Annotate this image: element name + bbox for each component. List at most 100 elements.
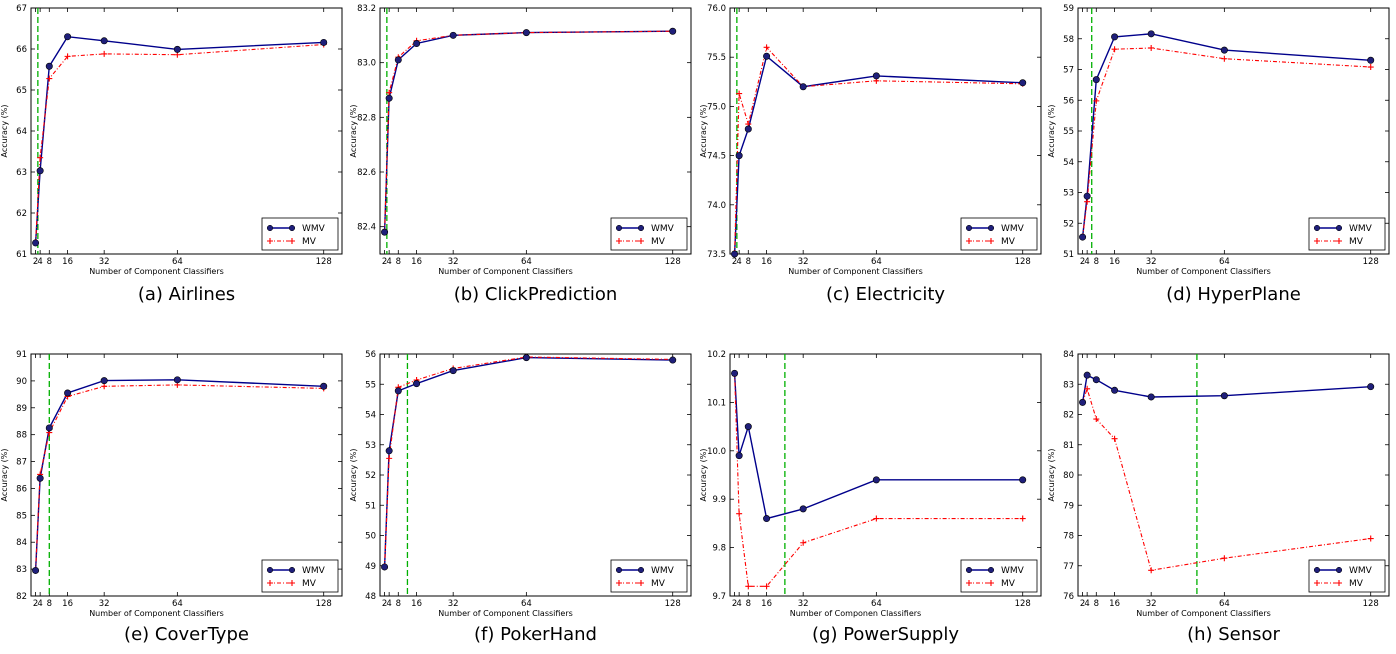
y-tick-label: 67	[16, 4, 27, 14]
wmv-point	[1079, 398, 1087, 406]
x-tick-label: 128	[665, 599, 681, 609]
mv-point	[1093, 416, 1100, 423]
wmv-point	[1111, 33, 1119, 41]
x-tick-label: 4	[386, 599, 391, 609]
mv-point	[64, 53, 71, 60]
wmv-series-line	[383, 356, 673, 568]
legend-mv-marker	[267, 580, 273, 586]
legend-box	[610, 559, 688, 593]
mv-point	[1019, 515, 1026, 522]
legend-mv-marker	[289, 238, 295, 244]
y-tick-label: 10.1	[707, 398, 726, 408]
wmv-point	[381, 563, 389, 571]
y-tick-label: 65	[16, 86, 27, 96]
y-tick-label: 83.2	[357, 4, 376, 14]
y-tick-label: 91	[16, 350, 27, 360]
legend-mv-marker	[289, 580, 295, 586]
mv-point	[37, 154, 44, 161]
x-tick-label: 2	[382, 599, 387, 609]
panel-caption: (d) HyperPlane	[1166, 284, 1301, 305]
legend: WMV MV	[610, 559, 688, 593]
chart-panel-5: 82 83 84 85 86 87 88 89 90 91 2 4 8 16 32 64 128 Number o…	[0, 350, 343, 645]
x-tick-label: 16	[761, 257, 772, 267]
legend-wmv-label: WMV	[1349, 566, 1373, 576]
legend-wmv-label: WMV	[1349, 224, 1373, 234]
x-tick-label: 64	[521, 257, 532, 267]
mv-point	[1111, 46, 1118, 53]
legend-wmv-marker	[637, 224, 645, 232]
legend-box	[1308, 217, 1386, 251]
panel-caption: (h) Sensor	[1187, 624, 1280, 645]
x-tick-label: 2	[382, 257, 387, 267]
mv-point	[736, 90, 743, 97]
mv-point	[1084, 385, 1091, 392]
wmv-point	[1111, 386, 1119, 394]
x-tick-label: 128	[316, 257, 332, 267]
y-tick-label: 61	[16, 250, 27, 260]
y-tick-label: 82.6	[357, 168, 376, 178]
x-tick-label: 4	[736, 257, 741, 267]
legend-mv-label: MV	[302, 579, 317, 589]
y-tick-label: 75.0	[707, 102, 726, 112]
wmv-point	[449, 31, 457, 39]
y-tick-label: 82.4	[357, 223, 376, 233]
wmv-point	[394, 56, 402, 64]
legend: WMV MV	[960, 217, 1038, 251]
legend-wmv-label: WMV	[302, 224, 326, 234]
legend-mv-marker	[1314, 580, 1320, 586]
x-tick-label: 2	[33, 599, 38, 609]
wmv-point	[36, 474, 44, 482]
legend-wmv-marker	[288, 566, 296, 574]
legend: WMV MV	[610, 217, 688, 251]
legend-wmv-marker	[637, 566, 645, 574]
wmv-point	[1079, 233, 1087, 241]
x-tick-label: 16	[62, 599, 73, 609]
wmv-point	[669, 356, 677, 364]
legend: WMV MV	[261, 559, 339, 593]
x-axis-label: Number of Componen Classifiers	[790, 609, 921, 618]
legend-mv-label: MV	[651, 237, 666, 247]
mv-point	[1367, 535, 1374, 542]
wmv-point	[45, 424, 53, 432]
legend-mv-marker	[966, 238, 972, 244]
x-tick-label: 32	[798, 599, 809, 609]
legend-wmv-marker	[1335, 224, 1343, 232]
wmv-point	[1220, 392, 1228, 400]
x-tick-label: 64	[1219, 599, 1230, 609]
legend-mv-marker	[638, 580, 644, 586]
x-axis-label: Number of Component Classifiers	[1136, 267, 1271, 276]
panel-caption: (a) Airlines	[138, 284, 235, 305]
x-tick-label: 2	[1080, 257, 1085, 267]
wmv-point	[45, 62, 53, 70]
x-tick-label: 128	[665, 257, 681, 267]
y-tick-label: 51	[1063, 250, 1074, 260]
x-tick-label: 8	[396, 599, 401, 609]
y-axis-label: Accuracy (%)	[349, 105, 358, 158]
x-axis-label: Number of Component Classifiers	[438, 609, 573, 618]
legend-mv-label: MV	[1001, 579, 1016, 589]
wmv-point	[385, 447, 393, 455]
x-tick-label: 8	[396, 257, 401, 267]
x-tick-label: 64	[871, 257, 882, 267]
mv-point	[1111, 435, 1118, 442]
mv-series-line	[384, 356, 673, 568]
y-tick-label: 10.0	[707, 447, 726, 457]
y-tick-label: 9.8	[712, 544, 726, 554]
wmv-point	[763, 515, 771, 523]
y-tick-label: 52	[365, 471, 376, 481]
wmv-point	[381, 228, 389, 236]
x-tick-label: 32	[99, 257, 110, 267]
wmv-point	[1083, 192, 1091, 200]
y-tick-label: 83	[16, 565, 27, 575]
plot-frame	[30, 353, 343, 597]
x-tick-label: 128	[1015, 257, 1031, 267]
legend-wmv-marker	[266, 224, 274, 232]
y-tick-label: 83.0	[357, 59, 376, 69]
y-axis-label: Accuracy (%)	[1047, 105, 1056, 158]
x-tick-label: 32	[1146, 257, 1157, 267]
wmv-point	[1367, 383, 1375, 391]
y-tick-label: 53	[365, 441, 376, 451]
y-axis-label: Accuracy (%)	[699, 105, 708, 158]
mv-point	[1148, 567, 1155, 574]
